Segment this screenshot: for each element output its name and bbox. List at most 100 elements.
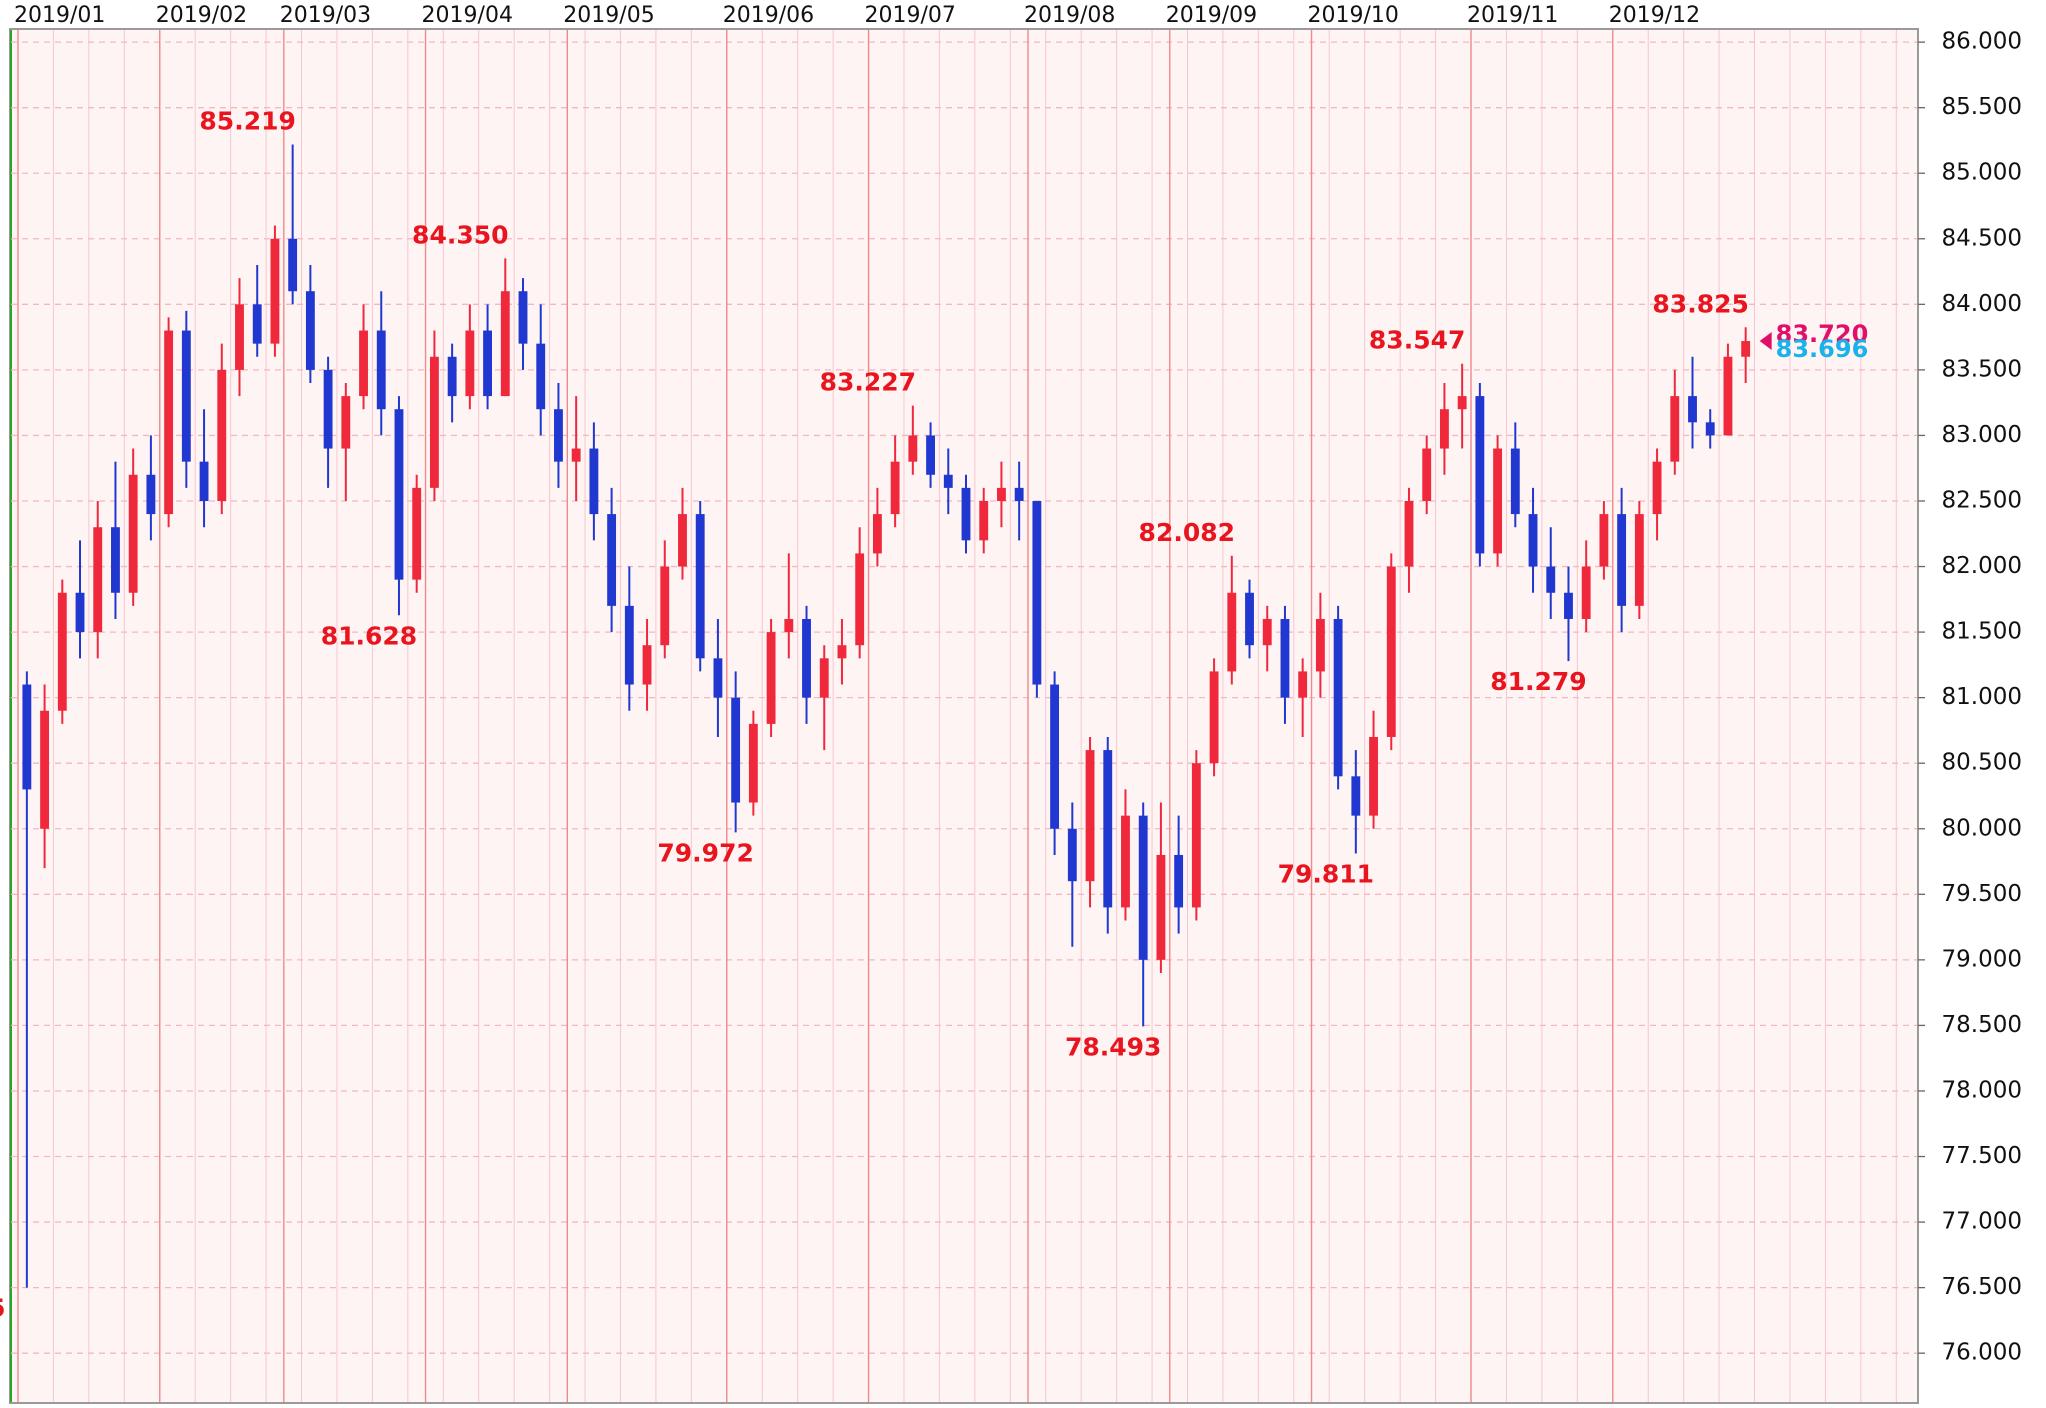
- candle-body: [128, 474, 138, 593]
- candle-body: [1014, 487, 1024, 501]
- x-tick-label: 2019/04: [422, 3, 513, 28]
- candle-body: [1298, 671, 1308, 698]
- candle-body: [908, 435, 918, 462]
- candle-body: [465, 330, 475, 397]
- extreme-label: 84.350: [412, 220, 508, 249]
- candle-body: [1032, 500, 1042, 685]
- y-tick-label: 76.500: [1942, 1274, 2022, 1300]
- candle-body: [748, 723, 758, 803]
- candle-body: [1174, 854, 1184, 908]
- candle-body: [819, 658, 829, 698]
- candle-body: [766, 632, 776, 724]
- candle-body: [784, 618, 794, 633]
- extreme-label: 85.219: [199, 107, 295, 136]
- candle-body: [235, 304, 244, 370]
- candle-body: [164, 330, 174, 515]
- y-tick-label: 77.500: [1942, 1143, 2022, 1169]
- extreme-label: 83.825: [1652, 289, 1748, 318]
- y-tick-label: 82.500: [1942, 487, 2022, 513]
- candle-body: [323, 369, 333, 449]
- candle-body: [1741, 341, 1751, 357]
- candle-body: [359, 330, 368, 397]
- x-tick-label: 2019/01: [14, 3, 105, 28]
- candle-body: [1121, 815, 1130, 908]
- candle-body: [111, 527, 120, 593]
- candle-body: [589, 448, 599, 515]
- y-tick-label: 80.000: [1942, 815, 2022, 841]
- candle-body: [802, 618, 811, 698]
- candle-body: [252, 304, 262, 344]
- candle-body: [979, 500, 989, 541]
- candle-body: [1404, 500, 1414, 567]
- candle-body: [1688, 396, 1697, 423]
- candle-body: [624, 605, 634, 685]
- candle-body: [837, 645, 847, 659]
- candle-body: [713, 658, 723, 698]
- extreme-label: 5: [0, 1294, 6, 1323]
- candle-body: [961, 487, 971, 541]
- candle-body: [536, 343, 546, 410]
- y-tick-label: 80.500: [1942, 750, 2022, 776]
- candle-body: [642, 645, 652, 685]
- candle-body: [57, 592, 67, 711]
- candle-body: [1156, 854, 1166, 960]
- candle-body: [146, 474, 156, 515]
- y-tick-label: 82.000: [1942, 553, 2022, 579]
- candle-body: [1245, 592, 1254, 646]
- x-tick-label: 2019/11: [1467, 3, 1558, 28]
- candle-body: [571, 448, 581, 462]
- extreme-label: 81.279: [1490, 667, 1586, 696]
- candle-body: [1581, 566, 1591, 619]
- candle-body: [394, 409, 404, 580]
- candle-body: [217, 369, 227, 501]
- candle-body: [872, 514, 882, 554]
- candle-body: [199, 461, 209, 501]
- y-tick-label: 79.000: [1942, 946, 2022, 972]
- candle-body: [1475, 396, 1485, 554]
- candle-body: [1209, 671, 1219, 764]
- candle-body: [1528, 514, 1538, 567]
- plot-area: [9, 28, 1919, 1404]
- candle-body: [1050, 684, 1060, 829]
- last-price-marker: [1759, 332, 1772, 351]
- candle-body: [1333, 618, 1343, 777]
- y-tick-label: 84.500: [1942, 225, 2022, 251]
- y-tick-label: 81.500: [1942, 619, 2022, 645]
- candle-body: [1457, 396, 1467, 410]
- candle-body: [1386, 566, 1396, 737]
- x-tick-label: 2019/09: [1166, 3, 1257, 28]
- candle-body: [447, 356, 457, 397]
- candle-body: [1280, 618, 1290, 698]
- candle-body: [288, 238, 298, 292]
- x-tick-label: 2019/03: [280, 3, 371, 28]
- candle-body: [1440, 409, 1449, 449]
- candle-body: [1617, 514, 1627, 606]
- candle-body: [1599, 514, 1609, 567]
- candle-body: [1138, 815, 1148, 960]
- candle-body: [1510, 448, 1520, 515]
- candle-body: [1670, 396, 1680, 462]
- candle-body: [1652, 461, 1662, 515]
- x-tick-label: 2019/10: [1308, 3, 1399, 28]
- y-tick-label: 86.000: [1942, 29, 2022, 55]
- candle-body: [1085, 750, 1095, 882]
- y-tick-label: 84.000: [1942, 291, 2022, 317]
- y-tick-label: 85.000: [1942, 160, 2022, 186]
- candle-body: [518, 291, 528, 344]
- y-tick-label: 83.000: [1942, 422, 2022, 448]
- candle-body: [554, 409, 563, 462]
- candle-body: [1634, 514, 1644, 606]
- x-tick-label: 2019/07: [865, 3, 956, 28]
- extreme-label: 78.493: [1065, 1032, 1161, 1061]
- y-tick-label: 85.500: [1942, 94, 2022, 120]
- y-tick-label: 76.000: [1942, 1340, 2022, 1366]
- candle-body: [1191, 763, 1201, 908]
- candle-body: [1422, 448, 1432, 501]
- candle-body: [1351, 776, 1361, 816]
- candle-body: [1369, 736, 1378, 816]
- candle-body: [500, 291, 510, 397]
- x-tick-label: 2019/08: [1024, 3, 1115, 28]
- y-tick-label: 83.500: [1942, 356, 2022, 382]
- y-tick-label: 77.000: [1942, 1209, 2022, 1235]
